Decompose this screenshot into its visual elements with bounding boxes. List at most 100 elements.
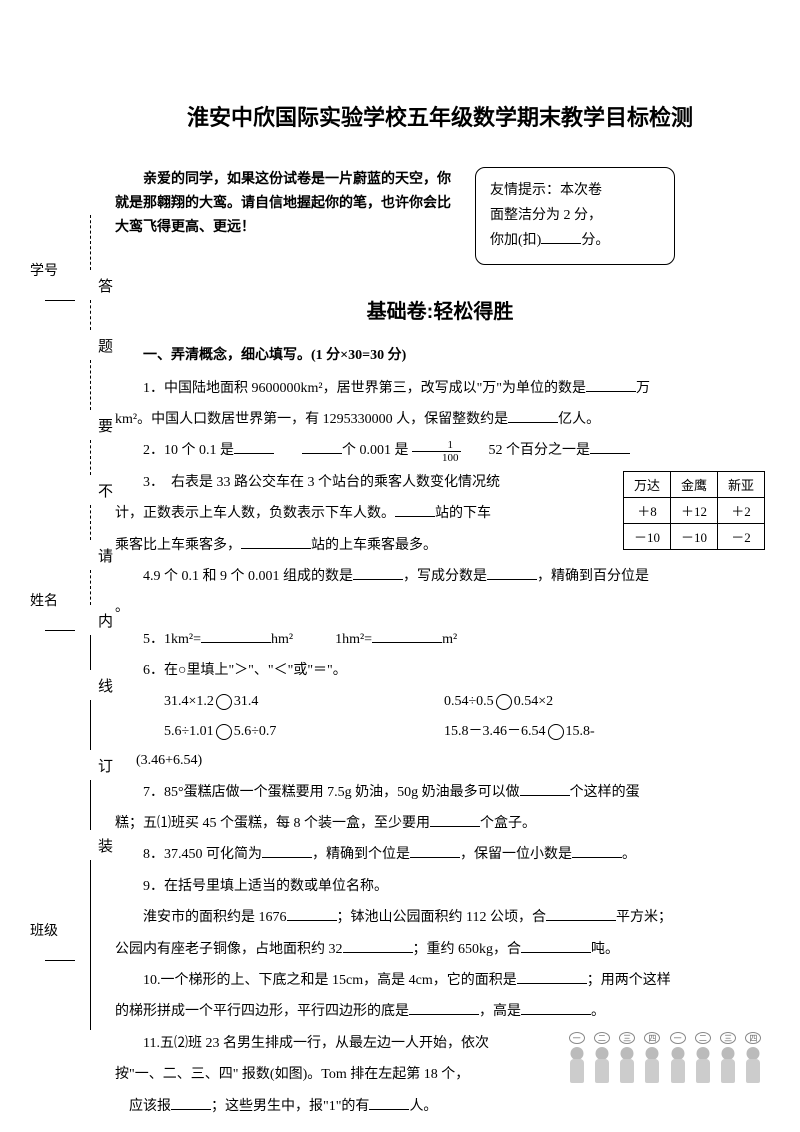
- score-blank[interactable]: [541, 228, 581, 244]
- q3-wrap: 万达金鹰新亚 ＋8＋12＋2 －10－10－2 3． 右表是 33 路公交车在 …: [115, 468, 765, 560]
- td: ＋8: [623, 497, 670, 523]
- counting-figure: 一 二 三 四 一 二 三 四: [565, 1034, 765, 1089]
- label-class: 班级: [30, 920, 58, 940]
- q9-blank2[interactable]: [546, 905, 616, 921]
- q5-blank2[interactable]: [372, 627, 442, 643]
- vchar: 要: [98, 415, 113, 436]
- child: 三: [616, 1034, 639, 1084]
- name-line: [45, 630, 75, 631]
- q5: 5．1km²=hm² 1hm²=m²: [115, 625, 765, 654]
- bus-table: 万达金鹰新亚 ＋8＋12＋2 －10－10－2: [623, 471, 765, 550]
- q6-row1: 31.4×1.231.40.54÷0.50.54×2: [115, 687, 765, 716]
- child: 一: [565, 1034, 588, 1084]
- q1-blank1[interactable]: [586, 376, 636, 392]
- vchar: 题: [98, 335, 113, 356]
- th: 新亚: [717, 471, 764, 497]
- q3-blank1[interactable]: [395, 501, 435, 517]
- class-line: [45, 960, 75, 961]
- q3-blank2[interactable]: [241, 533, 311, 549]
- intro-text: 亲爱的同学，如果这份试卷是一片蔚蓝的天空，你就是那翱翔的大鸾。请自信地握起你的笔…: [115, 167, 455, 238]
- q6-cont: (3.46+6.54): [115, 746, 765, 775]
- compare-circle[interactable]: [548, 724, 564, 740]
- q5-blank1[interactable]: [201, 627, 271, 643]
- q1: 1．中国陆地面积 9600000km²，居世界第三，改写成以"万"为单位的数是万: [115, 374, 765, 403]
- q3: 3． 右表是 33 路公交车在 3 个站台的乘客人数变化情况统: [115, 468, 545, 497]
- tip-box: 友情提示：本次卷 面整洁分为 2 分， 你加(扣)分。: [475, 167, 675, 265]
- q1-blank2[interactable]: [508, 407, 558, 423]
- label-name: 姓名: [30, 590, 58, 610]
- child: 四: [641, 1034, 664, 1084]
- id-line: [45, 300, 75, 301]
- q7-blank2[interactable]: [430, 811, 480, 827]
- q3-cont1: 计，正数表示上车人数，负数表示下车人数。站的下车: [115, 499, 545, 528]
- dash-line: [90, 215, 91, 270]
- dash-line: [90, 300, 91, 330]
- q11-blank2[interactable]: [369, 1094, 409, 1110]
- q11-line2: 按"一、二、三、四" 报数(如图)。Tom 排在左起第 18 个，: [115, 1060, 535, 1089]
- q6: 6．在○里填上"＞"、"＜"或"＝"。: [115, 656, 765, 685]
- q10-blank2[interactable]: [409, 999, 479, 1015]
- child: 二: [590, 1034, 613, 1084]
- label-id: 学号: [30, 260, 58, 280]
- vchar: 答: [98, 275, 113, 296]
- intro-row: 亲爱的同学，如果这份试卷是一片蔚蓝的天空，你就是那翱翔的大鸾。请自信地握起你的笔…: [115, 167, 765, 265]
- solid-line: [90, 780, 91, 830]
- q8-blank2[interactable]: [410, 842, 460, 858]
- q4-blank1[interactable]: [353, 564, 403, 580]
- q10-blank1[interactable]: [517, 968, 587, 984]
- section-header: 一、弄清概念，细心填写。(1 分×30=30 分): [115, 344, 765, 364]
- td: －10: [670, 523, 717, 549]
- vchar: 订: [98, 755, 113, 776]
- binding-sidebar: 学号 姓名 班级 答 题 要 不 请 内 线 订 装: [30, 100, 100, 1050]
- compare-circle[interactable]: [216, 724, 232, 740]
- vchar: 请: [98, 545, 113, 566]
- q11-line1: 11.五⑵班 23 名男生排成一行，从最左边一人开始，依次: [115, 1029, 535, 1058]
- solid-line: [90, 700, 91, 750]
- main-content: 淮安中欣国际实验学校五年级数学期末教学目标检测 亲爱的同学，如果这份试卷是一片蔚…: [115, 100, 765, 1123]
- q7-cont: 糕；五⑴班买 45 个蛋糕，每 8 个装一盒，至少要用个盒子。: [115, 809, 765, 838]
- compare-circle[interactable]: [216, 694, 232, 710]
- q9-line1: 淮安市的面积约是 1676；钵池山公园面积约 112 公顷，合平方米；: [115, 903, 765, 932]
- tip-line1: 友情提示：本次卷: [490, 178, 660, 203]
- vchar: 不: [98, 480, 113, 501]
- q11-wrap: 一 二 三 四 一 二 三 四 11.五⑵班 23 名男生排成一行，从最左边一人…: [115, 1029, 765, 1121]
- q2: 2．10 个 0.1 是 个 0.001 是 1100 52 个百分之一是: [115, 436, 765, 465]
- td: ＋2: [717, 497, 764, 523]
- section-subtitle: 基础卷:轻松得胜: [115, 295, 765, 324]
- q7-blank1[interactable]: [520, 780, 570, 796]
- q11-blank1[interactable]: [171, 1094, 211, 1110]
- q7: 7．85°蛋糕店做一个蛋糕要用 7.5g 奶油，50g 奶油最多可以做个这样的蛋: [115, 778, 765, 807]
- td: ＋12: [670, 497, 717, 523]
- q2-blank2[interactable]: [302, 438, 342, 454]
- q10-blank3[interactable]: [521, 999, 591, 1015]
- th: 万达: [623, 471, 670, 497]
- solid-line: [90, 635, 91, 670]
- q8-blank3[interactable]: [572, 842, 622, 858]
- child: 一: [666, 1034, 689, 1084]
- q9-line2: 公园内有座老子铜像，占地面积约 32；重约 650kg，合吨。: [115, 935, 765, 964]
- child: 二: [691, 1034, 714, 1084]
- tip-line3: 你加(扣)分。: [490, 228, 660, 253]
- dash-line: [90, 505, 91, 540]
- q2-blank1[interactable]: [234, 438, 274, 454]
- q9-blank4[interactable]: [521, 937, 591, 953]
- dash-line: [90, 360, 91, 410]
- vchar: 内: [98, 610, 113, 631]
- compare-circle[interactable]: [496, 694, 512, 710]
- q9: 9．在括号里填上适当的数或单位名称。: [115, 872, 765, 901]
- q6-row2: 5.6÷1.015.6÷0.715.8－3.46－6.5415.8-: [115, 717, 765, 746]
- q9-blank3[interactable]: [343, 937, 413, 953]
- q8: 8．37.450 可化简为，精确到个位是，保留一位小数是。: [115, 840, 765, 869]
- solid-line: [90, 860, 91, 1030]
- q1-cont: km²。中国人口数居世界第一，有 1295330000 人，保留整数约是亿人。: [115, 405, 765, 434]
- q8-blank1[interactable]: [262, 842, 312, 858]
- q4-blank2[interactable]: [487, 564, 537, 580]
- q2-blank3[interactable]: [590, 438, 630, 454]
- q9-blank1[interactable]: [287, 905, 337, 921]
- td: －10: [623, 523, 670, 549]
- dash-line: [90, 440, 91, 475]
- q10-cont: 的梯形拼成一个平行四边形，平行四边形的底是，高是。: [115, 997, 765, 1026]
- td: －2: [717, 523, 764, 549]
- q11-line3: 应该报；这些男生中，报"1"的有人。: [115, 1092, 765, 1121]
- child: 四: [742, 1034, 765, 1084]
